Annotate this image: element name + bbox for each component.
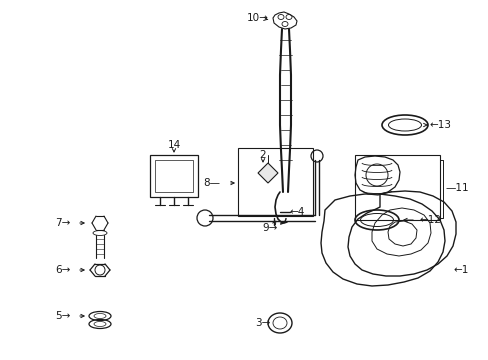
Text: 3→: 3→	[254, 318, 270, 328]
Text: 7→: 7→	[55, 218, 70, 228]
Bar	[238, 148, 312, 216]
Bar	[155, 160, 193, 192]
Text: ←12: ←12	[419, 215, 441, 225]
Text: 2: 2	[259, 150, 266, 160]
Text: 8—: 8—	[203, 178, 220, 188]
Text: 14: 14	[167, 140, 180, 150]
Text: ←13: ←13	[429, 120, 451, 130]
Text: 6→: 6→	[55, 265, 70, 275]
Text: ←4: ←4	[289, 207, 305, 217]
Bar	[354, 155, 439, 220]
Text: 5→: 5→	[55, 311, 70, 321]
Text: ←1: ←1	[452, 265, 468, 275]
Text: 9→: 9→	[262, 223, 277, 233]
Polygon shape	[258, 163, 278, 183]
Text: 10→: 10→	[246, 13, 268, 23]
Text: —11: —11	[444, 183, 468, 193]
Bar	[150, 155, 198, 197]
